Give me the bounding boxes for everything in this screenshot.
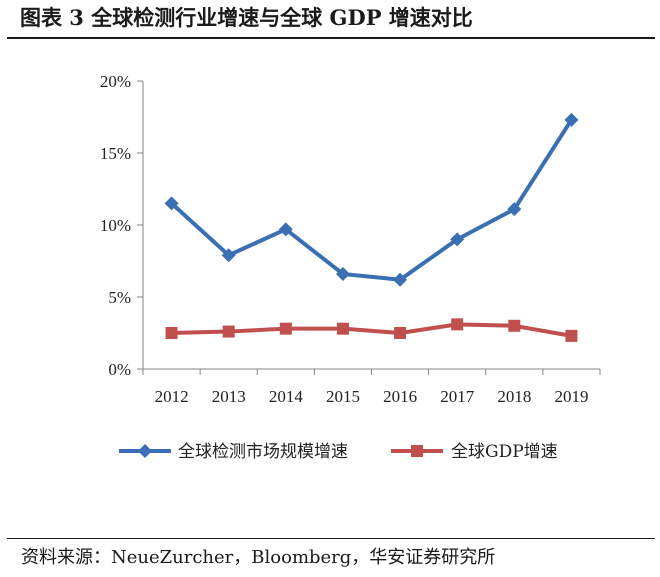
data-point xyxy=(393,272,408,287)
legend-label: 全球检测市场规模增速 xyxy=(178,442,348,462)
x-tick-label: 2017 xyxy=(440,387,475,406)
data-point xyxy=(335,266,350,281)
series-line xyxy=(171,322,572,338)
y-axis-tick-labels: 0% 5% 10% 15% 20% xyxy=(100,72,131,379)
data-point xyxy=(565,329,578,342)
data-point xyxy=(278,222,293,237)
legend-label: 全球GDP增速 xyxy=(451,442,558,462)
y-tick-label: 5% xyxy=(108,288,131,307)
x-tick-label: 2019 xyxy=(554,387,588,406)
legend-swatch-marker xyxy=(411,445,423,457)
data-point xyxy=(336,322,349,335)
data-point xyxy=(279,322,292,335)
y-tick-label: 0% xyxy=(108,360,131,379)
series-2 xyxy=(165,318,578,342)
series-layer xyxy=(164,112,579,342)
x-tick-label: 2016 xyxy=(383,387,417,406)
data-point xyxy=(450,232,465,247)
data-point xyxy=(222,325,235,338)
x-axis-tick-labels: 2012 2013 2014 2015 2016 2017 2018 2019 xyxy=(155,387,589,406)
data-point xyxy=(451,318,464,331)
legend-swatch-marker xyxy=(138,444,152,458)
line-chart: 0%5%10%15%20% 2012 2013 2014 2015 2016 2017 20… xyxy=(100,72,601,462)
series-line xyxy=(170,118,574,282)
y-tick-label: 10% xyxy=(100,216,131,235)
data-point xyxy=(164,196,179,211)
x-tick-label: 2015 xyxy=(326,387,360,406)
x-tick-label: 2012 xyxy=(155,387,189,406)
title-divider xyxy=(7,37,655,39)
chart-axes xyxy=(137,80,601,375)
data-point xyxy=(165,327,178,339)
data-point xyxy=(564,112,579,127)
legend-item-1: 全球检测市场规模增速 xyxy=(119,442,348,462)
data-point xyxy=(507,202,522,217)
y-tick-label: 20% xyxy=(100,72,131,91)
y-tick-label: 15% xyxy=(100,144,131,163)
data-point xyxy=(508,319,521,332)
x-tick-label: 2013 xyxy=(212,387,246,406)
chart-title: 图表 3 全球检测行业增速与全球 GDP 增速对比 xyxy=(20,5,473,30)
legend-item-2: 全球GDP增速 xyxy=(391,442,558,462)
data-point xyxy=(394,327,407,339)
footer-divider xyxy=(7,538,655,539)
series-1 xyxy=(164,112,579,287)
x-tick-label: 2018 xyxy=(497,387,531,406)
x-tick-label: 2014 xyxy=(269,387,304,406)
chart-legend: 全球检测市场规模增速 全球GDP增速 xyxy=(119,442,558,462)
source-note: 资料来源：NeueZurcher，Bloomberg，华安证券研究所 xyxy=(21,547,496,568)
data-point xyxy=(221,248,236,263)
